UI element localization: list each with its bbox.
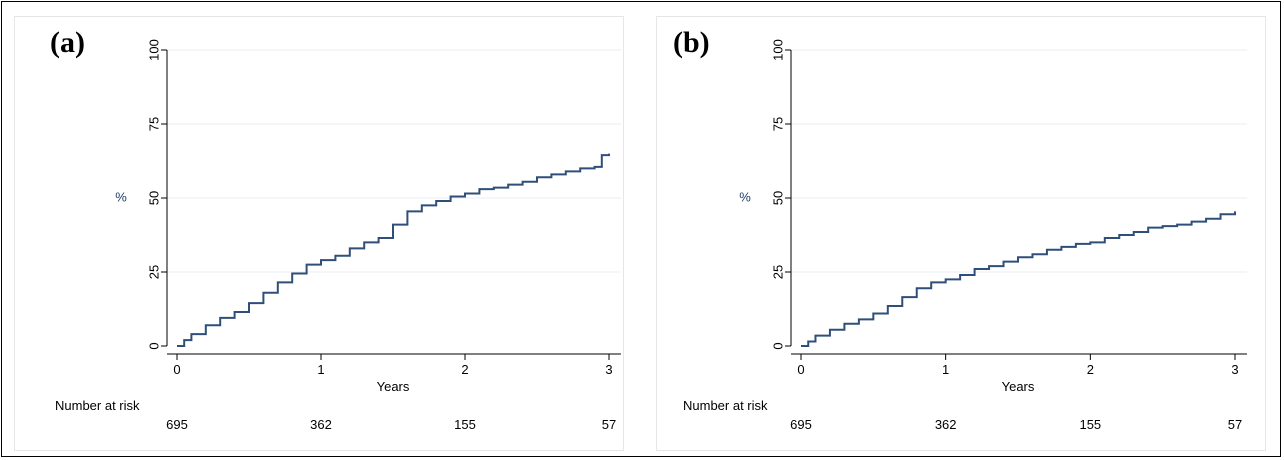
panel-label-b: (b) (673, 26, 710, 59)
x-tick-label: 2 (461, 362, 468, 377)
risk-count: 695 (166, 417, 188, 432)
panel-a: (a) 0 25 50 75 100% 0 1 2 3 Years Number at risk 69… (14, 16, 624, 451)
x-axis-title: Years (377, 379, 410, 394)
x-tick-label: 1 (942, 362, 949, 377)
y-tick-label: 75 (146, 117, 161, 131)
x-tick-label: 0 (797, 362, 804, 377)
y-axis-title: % (115, 189, 127, 204)
survival-curve (801, 211, 1236, 347)
y-tick-label: 0 (146, 342, 161, 349)
risk-count: 695 (790, 417, 812, 432)
x-tick-label: 3 (605, 362, 612, 377)
x-axis-title: Years (1002, 379, 1035, 394)
risk-count: 362 (310, 417, 332, 432)
km-chart-a: 0 25 50 75 100% 0 1 2 3 Years Number at risk 695 362… (55, 39, 621, 432)
y-tick-label: 50 (146, 191, 161, 205)
x-tick-label: 2 (1087, 362, 1094, 377)
risk-count: 362 (935, 417, 957, 432)
x-tick-label: 0 (173, 362, 180, 377)
y-axis-title: % (739, 189, 751, 204)
y-tick-label: 25 (146, 265, 161, 279)
y-tick-label: 50 (770, 191, 785, 205)
risk-table-title: Number at risk (55, 398, 140, 413)
km-chart-b: 0 25 50 75 100% 0 1 2 3 Years Number at risk 695 362… (683, 39, 1247, 432)
risk-count: 57 (1228, 417, 1242, 432)
y-tick-label: 0 (770, 342, 785, 349)
panel-label-a: (a) (50, 26, 85, 59)
y-tick-label: 100 (770, 39, 785, 61)
x-tick-label: 1 (317, 362, 324, 377)
panel-b: (b) 0 25 50 75 100% 0 1 2 3 Years Number at risk 69… (656, 16, 1266, 451)
risk-count: 155 (1079, 417, 1101, 432)
risk-count: 155 (454, 417, 476, 432)
risk-table-title: Number at risk (683, 398, 768, 413)
y-tick-label: 100 (146, 39, 161, 61)
y-tick-label: 75 (770, 117, 785, 131)
risk-count: 57 (602, 417, 616, 432)
survival-curve (177, 153, 610, 347)
x-tick-label: 3 (1231, 362, 1238, 377)
y-tick-label: 25 (770, 265, 785, 279)
